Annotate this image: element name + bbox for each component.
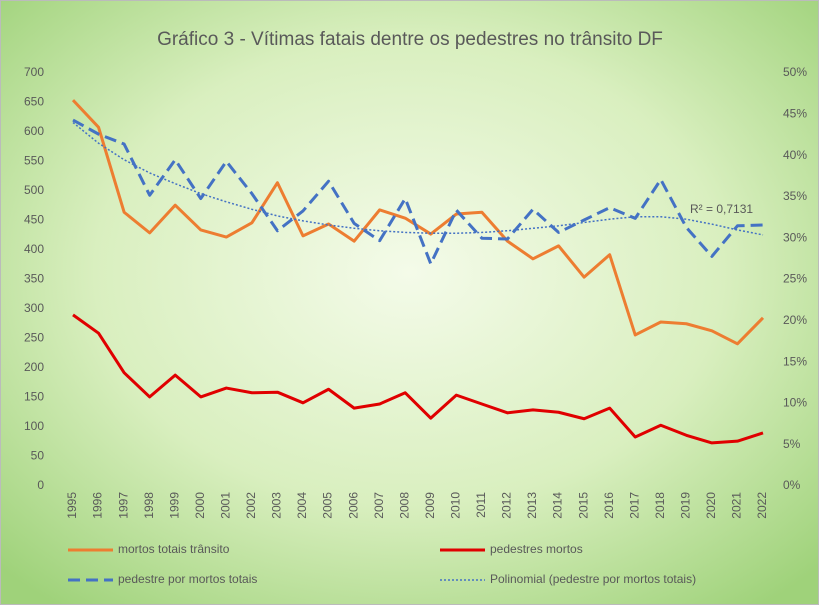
x-tick-label: 2003 [270, 492, 284, 519]
x-tick-label: 2022 [755, 492, 769, 519]
x-tick-label: 1998 [142, 492, 156, 519]
y2-tick-label: 10% [783, 396, 807, 410]
x-tick-label: 2009 [423, 492, 437, 519]
y2-tick-label: 35% [783, 189, 807, 203]
y-tick-label: 250 [24, 331, 44, 345]
y-tick-label: 300 [24, 301, 44, 315]
y2-tick-label: 15% [783, 354, 807, 368]
x-tick-label: 1996 [91, 492, 105, 519]
x-tick-label: 2007 [372, 492, 386, 519]
y-tick-label: 0 [37, 478, 44, 492]
y2-tick-label: 40% [783, 148, 807, 162]
y-tick-label: 200 [24, 360, 44, 374]
y-tick-label: 350 [24, 272, 44, 286]
y2-tick-label: 50% [783, 65, 807, 79]
chart-title: Gráfico 3 - Vítimas fatais dentre os ped… [157, 29, 663, 50]
x-tick-label: 2011 [474, 492, 488, 518]
y2-tick-label: 5% [783, 437, 801, 451]
legend-label: mortos totais trânsito [118, 542, 230, 556]
x-tick-label: 2014 [551, 492, 565, 519]
y2-tick-label: 20% [783, 313, 807, 327]
series-line [72, 118, 764, 266]
y-tick-label: 150 [24, 390, 44, 404]
x-tick-label: 2004 [295, 492, 309, 519]
y2-tick-label: 0% [783, 478, 801, 492]
series-line [71, 99, 765, 346]
x-tick-label: 2018 [653, 492, 667, 519]
y-tick-label: 550 [24, 154, 44, 168]
y-tick-label: 700 [24, 65, 44, 79]
x-tick-label: 2013 [525, 492, 539, 519]
y2-tick-label: 30% [783, 230, 807, 244]
x-tick-label: 2000 [193, 492, 207, 519]
legend-label: Polinomial (pedestre por mortos totais) [490, 572, 696, 586]
x-tick-label: 2006 [346, 492, 360, 519]
y2-tick-label: 45% [783, 106, 807, 120]
x-tick-label: 2008 [397, 492, 411, 519]
x-tick-label: 2001 [219, 492, 233, 519]
x-tick-label: 2005 [321, 492, 335, 519]
x-tick-label: 2010 [449, 492, 463, 519]
y-tick-label: 50 [31, 449, 45, 463]
x-tick-label: 2020 [704, 492, 718, 519]
x-tick-label: 2016 [602, 492, 616, 519]
x-tick-label: 1999 [167, 492, 181, 519]
x-tick-label: 1997 [116, 492, 130, 519]
x-tick-label: 2012 [500, 492, 514, 519]
x-tick-label: 2021 [730, 492, 744, 519]
x-tick-label: 1995 [65, 492, 79, 519]
legend-label: pedestre por mortos totais [118, 572, 257, 586]
y-tick-label: 650 [24, 95, 44, 109]
y-tick-label: 600 [24, 124, 44, 138]
series-line [72, 121, 764, 236]
annotation: R² = 0,7131 [690, 202, 753, 216]
legend-label: pedestres mortos [490, 542, 583, 556]
y-tick-label: 450 [24, 213, 44, 227]
y-tick-label: 500 [24, 183, 44, 197]
x-tick-label: 2015 [576, 492, 590, 519]
series-line [72, 313, 764, 445]
y-tick-label: 400 [24, 242, 44, 256]
x-tick-label: 2019 [679, 492, 693, 519]
x-tick-label: 2017 [627, 492, 641, 519]
x-tick-label: 2002 [244, 492, 258, 519]
y2-tick-label: 25% [783, 272, 807, 286]
y-tick-label: 100 [24, 419, 44, 433]
